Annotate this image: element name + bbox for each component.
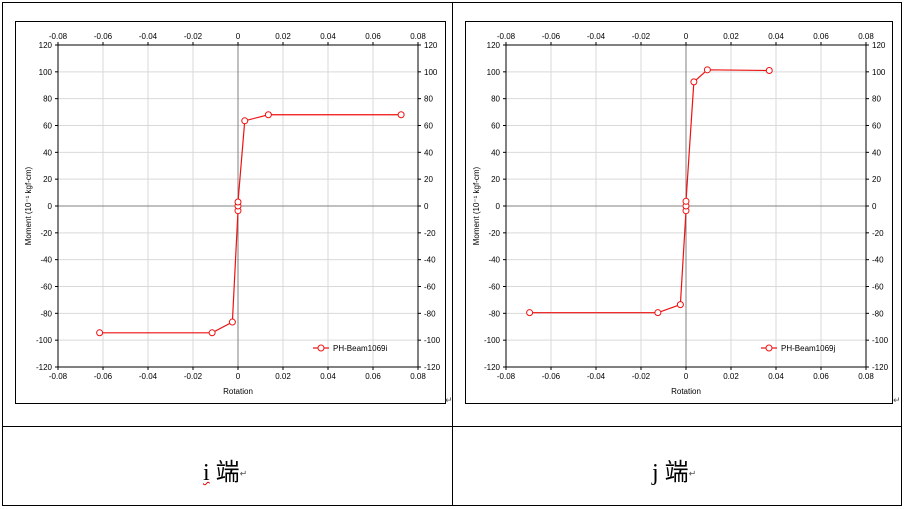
y-tick-label-left: -80 [40,309,52,318]
paragraph-mark-i: ↵ [445,396,453,406]
y-tick-label-left: -100 [36,336,53,345]
y-tick-label-right: -60 [424,283,436,292]
data-point [241,117,249,125]
x-tick-label-top: 0 [236,32,241,41]
x-tick-label-top: 0.08 [410,32,426,41]
y-tick-label-left: 100 [39,68,53,77]
table-border-right [901,2,902,506]
y-tick-label-right: -20 [424,229,436,238]
y-tick-label-left: -60 [40,283,52,292]
x-tick-label-bottom: 0.06 [365,372,381,381]
x-tick-label-bottom: -0.04 [139,372,158,381]
x-tick-label-top: -0.08 [49,32,68,41]
caption-i: i 端↵ [203,452,247,487]
caption-j: j 端↵ [652,452,696,487]
caption-i-letter: i [203,460,210,486]
x-tick-label-bottom: 0 [236,372,241,381]
y-tick-label-right: -40 [424,256,436,265]
x-tick-label-bottom: 0.04 [320,372,336,381]
caption-j-text: 端 [664,460,689,486]
caption-i-text: 端 [215,460,240,486]
y-tick-label-right: 60 [424,122,433,131]
legend-label: PH-Beam1069i [333,344,387,353]
y-tick-label-right: -100 [424,336,441,345]
y-axis-title: Moment (10⁻¹ kgf-cm) [24,166,33,245]
table-column-divider [452,2,453,506]
y-tick-label-left: 0 [48,202,53,211]
table-border-left [2,2,3,506]
x-axis-title: Rotation [223,387,253,396]
x-tick-label-top: -0.06 [94,32,113,41]
caption-i-mark: ↵ [239,469,248,480]
x-tick-label-top: 0.06 [365,32,381,41]
x-tick-label-top: 0.04 [320,32,336,41]
data-point [234,198,242,206]
y-tick-label-left: 20 [43,175,52,184]
y-tick-label-left: 60 [43,122,52,131]
y-tick-label-left: -20 [40,229,52,238]
y-tick-label-left: -120 [36,363,53,372]
y-tick-label-right: 80 [424,95,433,104]
x-tick-label-top: -0.02 [184,32,203,41]
x-tick-label-bottom: 0.08 [410,372,426,381]
y-tick-label-right: -80 [424,309,436,318]
x-tick-label-bottom: -0.02 [184,372,203,381]
y-tick-label-right: 20 [424,175,433,184]
y-tick-label-right: 120 [424,41,438,50]
y-tick-label-right: 100 [424,68,438,77]
y-tick-label-left: 40 [43,148,52,157]
y-tick-label-right: 40 [424,148,433,157]
data-point [96,329,104,337]
x-tick-label-top: 0.02 [275,32,291,41]
paragraph-mark-j: ↵ [893,396,901,406]
data-point [208,329,216,337]
legend-marker [317,344,325,352]
x-tick-label-bottom: -0.08 [49,372,68,381]
x-tick-label-bottom: -0.06 [94,372,113,381]
caption-j-mark: ↵ [688,469,697,480]
data-point [397,111,405,119]
x-tick-label-bottom: 0.02 [275,372,291,381]
x-tick-label-top: -0.04 [139,32,158,41]
data-point [228,318,236,326]
caption-j-letter: j [652,460,659,486]
data-point [264,111,272,119]
y-tick-label-left: -40 [40,256,52,265]
y-tick-label-left: 80 [43,95,52,104]
y-tick-label-right: 0 [424,202,429,211]
y-tick-label-right: -120 [424,363,441,372]
y-tick-label-left: 120 [39,41,53,50]
